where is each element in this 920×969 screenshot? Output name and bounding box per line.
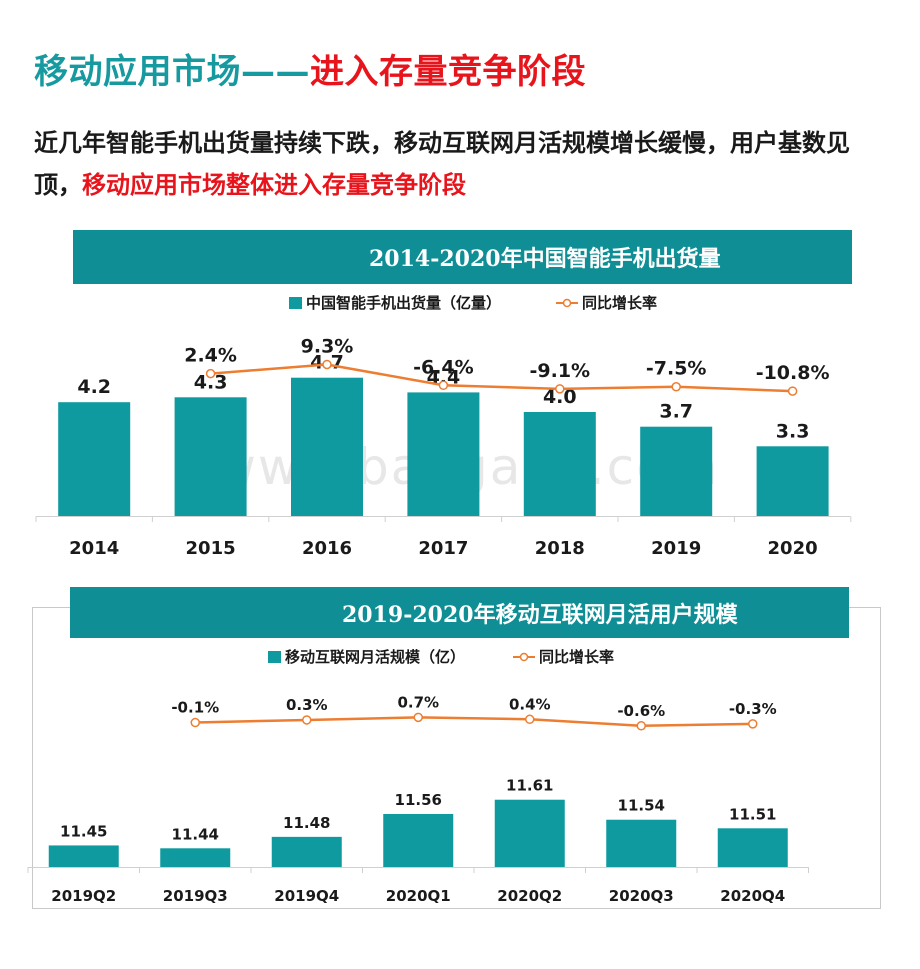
chart2-bar-label: 11.51 [729, 805, 776, 823]
chart2-line-label: -0.1% [171, 699, 219, 717]
chart2-category-label: 2020Q2 [497, 887, 562, 905]
chart1-line-label: 2.4% [184, 345, 237, 367]
page-title-part1: 移动应用市场—— [34, 52, 310, 92]
legend-bar-label: 移动互联网月活规模（亿） [285, 648, 465, 666]
chart1-line-point [671, 381, 681, 392]
legend-line-marker [562, 298, 572, 308]
chart1-line-point [787, 386, 798, 396]
chart1-bar-label: 4.2 [77, 376, 111, 398]
chart2-line-point [302, 715, 312, 725]
chart1-line-point [205, 368, 216, 379]
chart1-bar-label: 4.0 [543, 386, 577, 408]
chart2-category-label: 2019Q4 [274, 887, 339, 905]
page-title-part2: 进入存量竞争阶段 [310, 52, 586, 92]
chart1-bar [407, 392, 480, 516]
legend-bar-swatch [268, 651, 281, 663]
chart2-bar-label: 11.48 [283, 814, 330, 832]
chart2-category-label: 2019Q3 [163, 887, 228, 905]
chart2-category-label: 2019Q2 [51, 887, 116, 905]
chart1-category-label: 2016 [302, 538, 352, 559]
chart2-bar-label: 11.45 [60, 822, 107, 840]
chart1-growth-line [210, 363, 793, 393]
page-subtitle: 近几年智能手机出货量持续下跌，移动互联网月活规模增长缓慢，用户基数见顶，移动应用… [34, 122, 884, 206]
chart2-line-label: -0.3% [729, 700, 777, 718]
chart2-line-point [636, 721, 646, 731]
chart1-line-point [322, 359, 332, 370]
chart1-bar [523, 412, 596, 516]
legend-bar-swatch [289, 297, 302, 309]
chart2-bar [494, 799, 565, 867]
chart2-line-point [413, 712, 423, 723]
chart1-bar [291, 377, 363, 516]
chart1-legend: 中国智能手机出货量（亿量） 同比增长率 [289, 294, 657, 312]
chart1-line-label: -10.8% [756, 362, 830, 384]
chart1-bar-label: 3.3 [776, 420, 810, 442]
chart2-line-point [748, 719, 758, 729]
chart1-line-label: -9.1% [530, 360, 591, 382]
legend-line-marker [519, 652, 529, 662]
chart2-title: 2019-2020年移动互联网月活用户规模 [342, 601, 738, 628]
chart2-bar [383, 814, 454, 867]
chart1-category-label: 2020 [768, 538, 818, 559]
chart1-bar [58, 402, 131, 516]
chart1-title-banner: 2014-2020年中国智能手机出货量 [73, 230, 852, 284]
chart1-category-label: 2018 [535, 538, 585, 559]
chart2-line-point [525, 714, 535, 725]
page-subtitle-part2: 移动应用市场整体进入存量竞争阶段 [82, 171, 466, 199]
chart2-bar-label: 11.54 [618, 797, 665, 815]
chart2-title-banner: 2019-2020年移动互联网月活用户规模 [70, 587, 849, 638]
chart1-bar [756, 446, 829, 516]
chart1-line-label: -6.4% [413, 356, 474, 378]
chart1: 4.24.34.74.44.03.73.32014201520162017201… [35, 294, 852, 559]
chart1-line-label: -7.5% [646, 358, 707, 380]
chart1-category-label: 2017 [418, 538, 468, 559]
chart2-bar-label: 11.44 [172, 825, 219, 843]
chart2-line-label: 0.4% [509, 695, 551, 713]
chart1-line-point [438, 380, 449, 391]
chart1-category-label: 2015 [186, 538, 236, 559]
page-subtitle-part1: 近几年智能手机出货量持续下跌，移动互联网月活规模增长缓慢，用户基数见顶， [34, 129, 850, 199]
chart1-title: 2014-2020年中国智能手机出货量 [369, 246, 721, 272]
legend-bar-label: 中国智能手机出货量（亿量） [306, 294, 501, 312]
chart1-line-label: 9.3% [301, 335, 354, 357]
chart1-bar-label: 3.7 [659, 401, 693, 423]
chart2-growth-line [195, 716, 753, 728]
page-title: 移动应用市场——进入存量竞争阶段 [34, 44, 586, 93]
chart1-bar-label: 4.3 [194, 371, 228, 393]
chart2-line-label: 0.3% [286, 696, 328, 714]
chart2-line-point [190, 717, 200, 728]
chart2-bar-label: 11.56 [395, 791, 442, 809]
legend-line-label: 同比增长率 [582, 294, 657, 312]
chart2-legend: 移动互联网月活规模（亿） 同比增长率 [268, 648, 614, 666]
chart2-category-label: 2020Q3 [609, 887, 674, 905]
chart1-category-label: 2014 [69, 538, 119, 559]
chart2-line-label: -0.6% [617, 702, 665, 720]
chart1-line-point [555, 384, 565, 394]
chart2-category-label: 2020Q1 [386, 887, 451, 905]
chart2-bar [717, 828, 788, 867]
chart2-line-label: 0.7% [397, 693, 439, 711]
chart2-category-label: 2020Q4 [720, 887, 785, 905]
chart2-bar [606, 819, 677, 867]
legend-line-label: 同比增长率 [539, 648, 614, 666]
chart1-category-label: 2019 [651, 538, 701, 559]
chart1-bar [640, 426, 713, 516]
chart2-bar-label: 11.61 [506, 777, 553, 795]
chart2-bar [160, 848, 231, 867]
chart1-bar [174, 397, 247, 516]
chart2-bar [48, 845, 119, 867]
chart2-bar [271, 836, 342, 867]
chart2: 11.45 11.44 11.48 11.56 11.61 11.54 11.51 2019Q… [27, 648, 809, 905]
